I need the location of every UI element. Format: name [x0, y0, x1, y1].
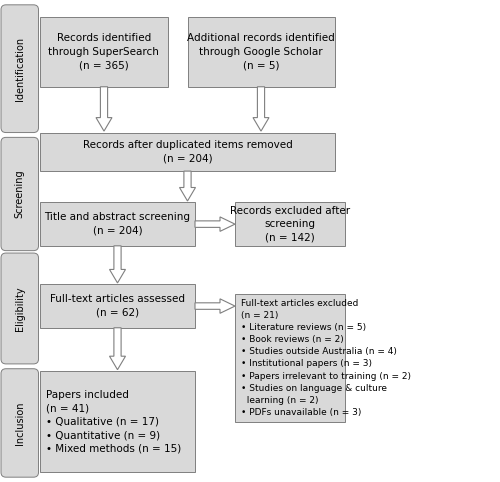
FancyBboxPatch shape [40, 133, 335, 171]
Text: Papers included
(n = 41)
• Qualitative (n = 17)
• Quantitative (n = 9)
• Mixed m: Papers included (n = 41) • Qualitative (… [46, 389, 181, 454]
Polygon shape [195, 299, 235, 313]
Polygon shape [110, 246, 126, 283]
Text: Records after duplicated items removed
(n = 204): Records after duplicated items removed (… [82, 140, 292, 163]
Text: Identification: Identification [15, 37, 25, 101]
Text: Screening: Screening [15, 170, 25, 218]
FancyBboxPatch shape [235, 202, 345, 246]
FancyBboxPatch shape [188, 17, 335, 87]
Text: Full-text articles assessed
(n = 62): Full-text articles assessed (n = 62) [50, 295, 185, 318]
Text: Full-text articles excluded
(n = 21)
• Literature reviews (n = 5)
• Book reviews: Full-text articles excluded (n = 21) • L… [241, 299, 411, 417]
Text: Inclusion: Inclusion [15, 401, 25, 445]
FancyBboxPatch shape [235, 294, 345, 422]
FancyBboxPatch shape [40, 202, 195, 246]
Polygon shape [110, 328, 126, 370]
FancyBboxPatch shape [40, 17, 168, 87]
Polygon shape [96, 87, 112, 131]
FancyBboxPatch shape [1, 369, 38, 477]
Polygon shape [180, 171, 196, 201]
Polygon shape [253, 87, 269, 131]
FancyBboxPatch shape [1, 137, 38, 251]
Polygon shape [195, 217, 235, 231]
Text: Records excluded after
screening
(n = 142): Records excluded after screening (n = 14… [230, 205, 350, 243]
Text: Additional records identified
through Google Scholar
(n = 5): Additional records identified through Go… [188, 33, 335, 70]
FancyBboxPatch shape [1, 5, 38, 133]
FancyBboxPatch shape [40, 284, 195, 328]
FancyBboxPatch shape [1, 253, 38, 364]
Text: Records identified
through SuperSearch
(n = 365): Records identified through SuperSearch (… [48, 33, 159, 70]
Text: Eligibility: Eligibility [15, 286, 25, 331]
FancyBboxPatch shape [40, 371, 195, 472]
Text: Title and abstract screening
(n = 204): Title and abstract screening (n = 204) [44, 213, 191, 236]
